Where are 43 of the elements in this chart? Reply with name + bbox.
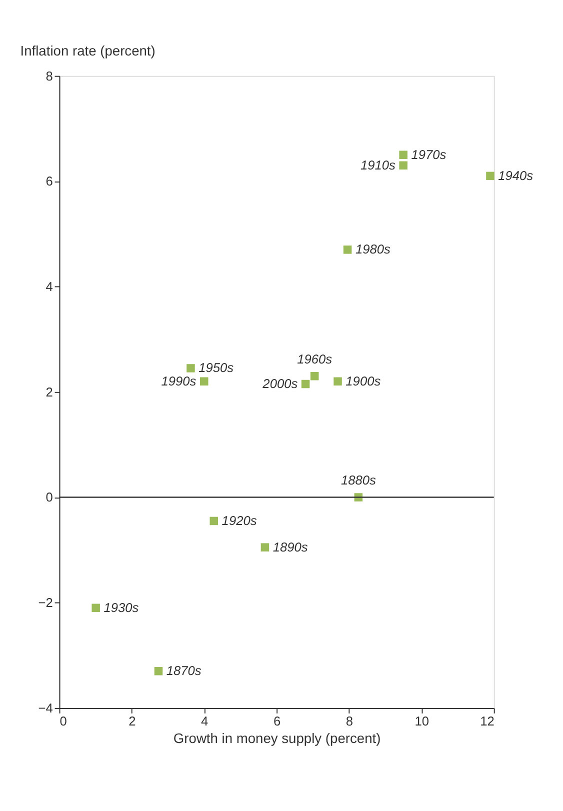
point xyxy=(343,246,352,254)
x-tick-label: 12 xyxy=(480,713,494,728)
annotation: 2000s xyxy=(262,376,298,391)
annotation: 1920s xyxy=(222,512,258,528)
x-tick-label: 10 xyxy=(414,713,430,728)
point xyxy=(200,377,208,386)
annotation: 1990s xyxy=(161,373,197,388)
annotation: 1960s xyxy=(297,351,333,366)
x-tick-label: 4 xyxy=(201,713,208,728)
point xyxy=(154,666,163,676)
point xyxy=(334,377,342,386)
x-axis-title: Growth in money supply (percent) xyxy=(173,730,381,746)
x-tick-label: 6 xyxy=(273,713,281,728)
annotation: 1870s xyxy=(166,663,202,678)
point xyxy=(399,150,408,159)
annotation: 1910s xyxy=(360,157,396,172)
point xyxy=(310,372,319,380)
y-tick-label: 2 xyxy=(46,384,53,400)
annotation: 1970s xyxy=(411,146,447,162)
annotation: 1980s xyxy=(355,242,391,257)
annotation: 1880s xyxy=(340,472,376,488)
annotation: 1930s xyxy=(104,600,140,615)
x-tick-label: 8 xyxy=(346,713,354,728)
point xyxy=(92,604,100,612)
point xyxy=(210,516,218,526)
y-axis-title: Inflation rate (percent) xyxy=(20,42,156,59)
point xyxy=(399,161,408,170)
y-tick-label: 8 xyxy=(46,68,53,84)
y-tick-label: −4 xyxy=(38,700,53,716)
point xyxy=(486,172,494,180)
y-tick-label: 4 xyxy=(46,279,53,294)
annotation: 1940s xyxy=(498,168,534,183)
annotation: 1950s xyxy=(198,360,234,376)
y-tick-label: 0 xyxy=(46,490,53,505)
point xyxy=(260,543,270,552)
x-tick-label: 0 xyxy=(60,713,67,728)
annotation: 1890s xyxy=(272,539,308,554)
point xyxy=(186,364,195,372)
y-tick-label: −2 xyxy=(38,595,53,610)
annotation: 1900s xyxy=(346,373,382,388)
y-tick-label: 6 xyxy=(46,174,53,189)
x-tick-label: 2 xyxy=(128,713,136,728)
point xyxy=(301,380,310,388)
